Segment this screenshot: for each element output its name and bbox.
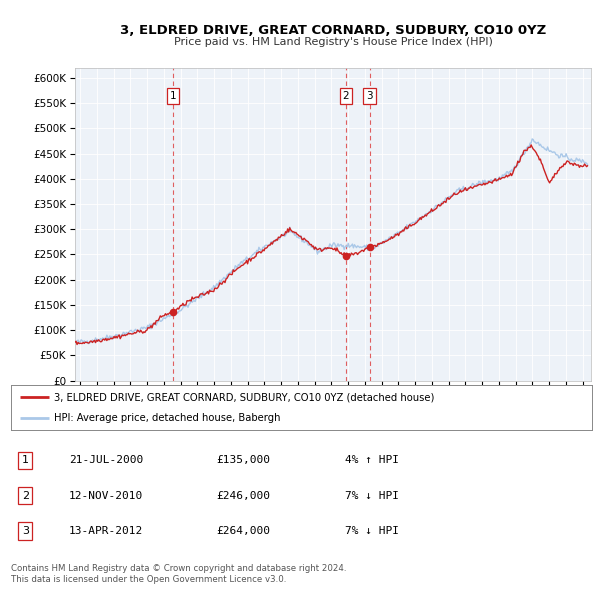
Text: 3, ELDRED DRIVE, GREAT CORNARD, SUDBURY, CO10 0YZ: 3, ELDRED DRIVE, GREAT CORNARD, SUDBURY,… xyxy=(120,24,546,37)
Text: 2: 2 xyxy=(22,491,29,500)
Text: Contains HM Land Registry data © Crown copyright and database right 2024.: Contains HM Land Registry data © Crown c… xyxy=(11,565,346,573)
Text: Price paid vs. HM Land Registry's House Price Index (HPI): Price paid vs. HM Land Registry's House … xyxy=(173,37,493,47)
Text: 1: 1 xyxy=(170,91,176,100)
Text: 1: 1 xyxy=(22,455,29,465)
Text: £264,000: £264,000 xyxy=(216,526,270,536)
Text: £246,000: £246,000 xyxy=(216,491,270,500)
Text: £135,000: £135,000 xyxy=(216,455,270,465)
Text: 12-NOV-2010: 12-NOV-2010 xyxy=(69,491,143,500)
Text: 21-JUL-2000: 21-JUL-2000 xyxy=(69,455,143,465)
Text: 3: 3 xyxy=(22,526,29,536)
Text: 7% ↓ HPI: 7% ↓ HPI xyxy=(345,491,399,500)
Text: HPI: Average price, detached house, Babergh: HPI: Average price, detached house, Babe… xyxy=(55,412,281,422)
Text: 3, ELDRED DRIVE, GREAT CORNARD, SUDBURY, CO10 0YZ (detached house): 3, ELDRED DRIVE, GREAT CORNARD, SUDBURY,… xyxy=(55,392,435,402)
Text: This data is licensed under the Open Government Licence v3.0.: This data is licensed under the Open Gov… xyxy=(11,575,286,584)
Text: 2: 2 xyxy=(343,91,349,100)
Text: 13-APR-2012: 13-APR-2012 xyxy=(69,526,143,536)
Text: 3: 3 xyxy=(366,91,373,100)
Text: 7% ↓ HPI: 7% ↓ HPI xyxy=(345,526,399,536)
Text: 4% ↑ HPI: 4% ↑ HPI xyxy=(345,455,399,465)
